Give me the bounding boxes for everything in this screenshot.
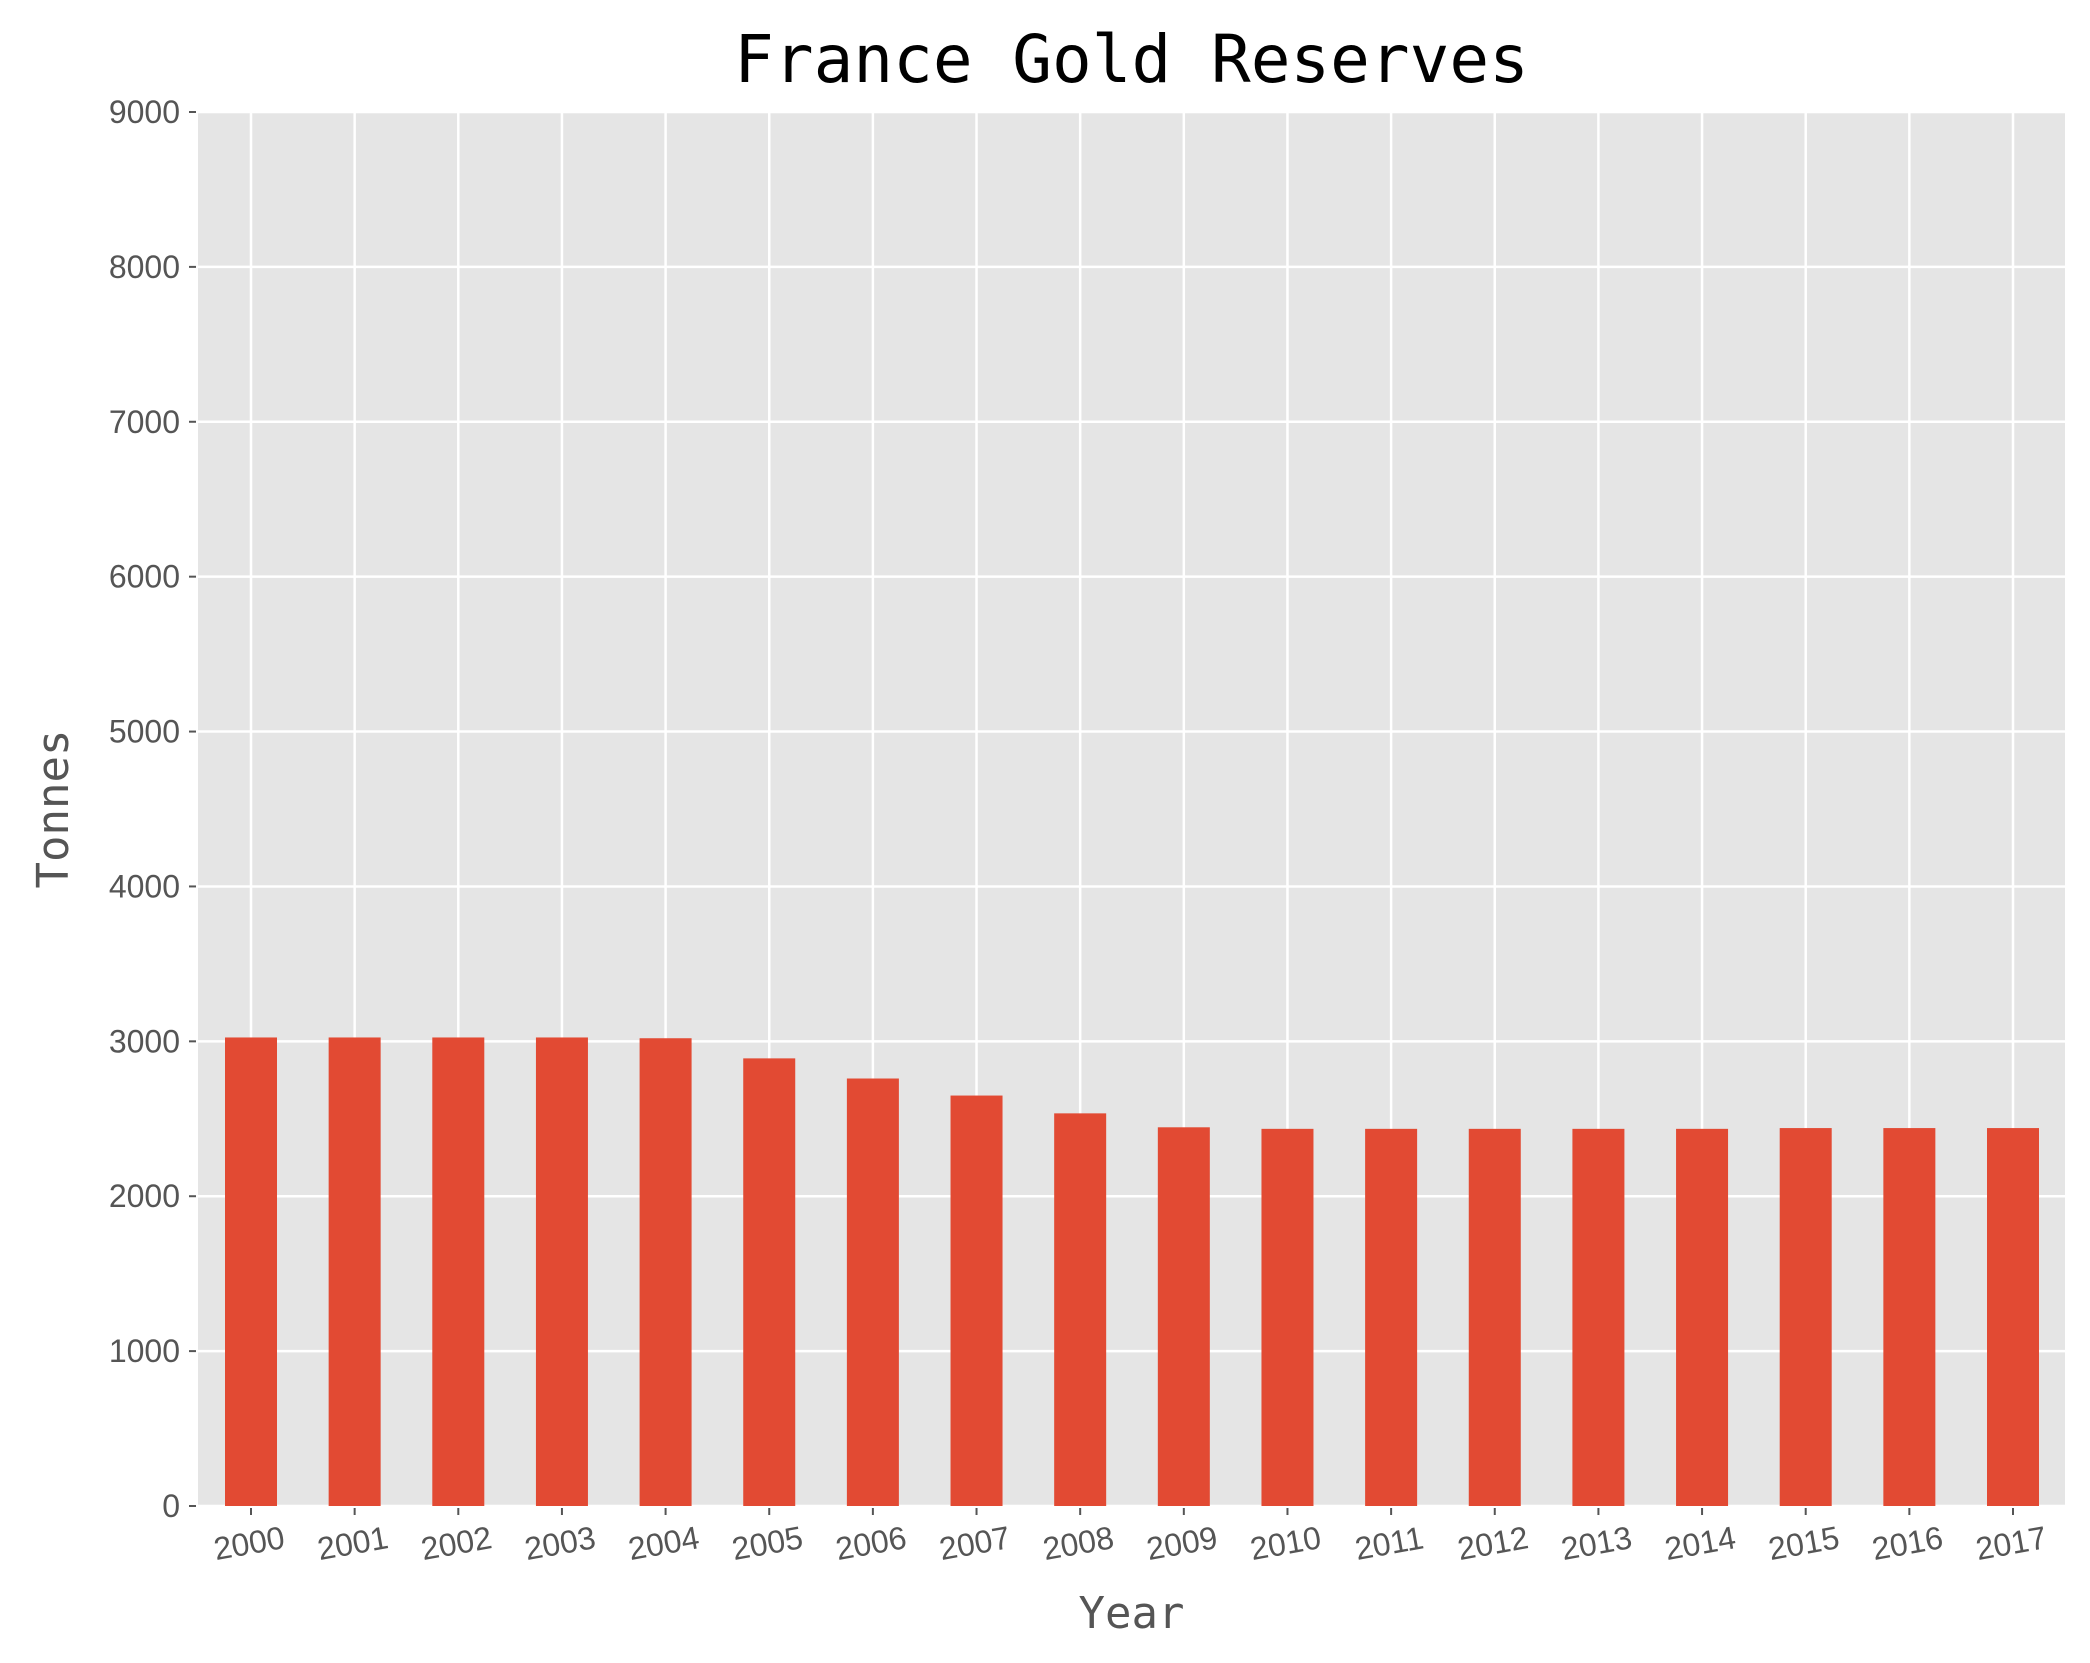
y-axis-label: Tonnes — [28, 730, 79, 889]
y-tick-label: 0 — [162, 1488, 180, 1524]
bar-2007 — [950, 1095, 1003, 1506]
x-tick-label: 2009 — [1144, 1519, 1220, 1567]
x-tick-label: 2010 — [1247, 1519, 1323, 1567]
bar-2005 — [743, 1058, 796, 1506]
bar-2010 — [1261, 1128, 1314, 1506]
y-tick-label: 2000 — [109, 1178, 180, 1214]
bar-2009 — [1157, 1127, 1210, 1506]
x-tick-label: 2011 — [1352, 1519, 1426, 1566]
bar-2006 — [846, 1078, 899, 1506]
x-tick-label: 2008 — [1040, 1519, 1116, 1567]
bar-2008 — [1054, 1113, 1107, 1506]
x-tick-label: 2007 — [936, 1519, 1012, 1567]
x-tick-label: 2016 — [1869, 1519, 1945, 1567]
x-tick-label: 2002 — [418, 1519, 494, 1567]
y-axis-ticks: 0 1000 2000 3000 4000 5000 6000 7000 8000 9000 — [109, 94, 196, 1524]
y-tick-label: 7000 — [109, 404, 180, 440]
bar-2011 — [1365, 1128, 1418, 1506]
x-axis-label: Year — [1079, 1588, 1185, 1639]
x-axis-ticks: 2000 2001 2002 2003 2004 2005 2006 2007 2008 2009… — [211, 1508, 2049, 1567]
bar-2012 — [1468, 1128, 1521, 1506]
bar-2004 — [639, 1038, 692, 1506]
bar-2000 — [225, 1037, 277, 1506]
y-tick-label: 9000 — [109, 94, 180, 130]
y-tick-label: 6000 — [109, 559, 180, 595]
bar-2014 — [1676, 1128, 1729, 1506]
bar-2015 — [1779, 1128, 1832, 1506]
bar-2017 — [1987, 1128, 2039, 1506]
bars — [225, 1037, 2039, 1506]
y-tick-label: 5000 — [109, 714, 180, 750]
y-tick-label: 8000 — [109, 249, 180, 285]
y-tick-label: 1000 — [109, 1333, 180, 1369]
chart-title: France Gold Reserves — [734, 21, 1529, 98]
x-tick-label: 2003 — [522, 1519, 598, 1567]
bar-2002 — [432, 1037, 485, 1506]
x-tick-label: 2004 — [625, 1519, 701, 1567]
x-tick-label: 2014 — [1662, 1519, 1738, 1567]
x-tick-label: 2000 — [211, 1519, 287, 1567]
bar-2003 — [535, 1037, 588, 1506]
x-tick-label: 2005 — [729, 1519, 805, 1567]
plot-area — [198, 112, 2065, 1506]
x-tick-label: 2013 — [1558, 1519, 1634, 1567]
x-tick-label: 2012 — [1455, 1519, 1531, 1567]
bar-2013 — [1572, 1128, 1625, 1506]
x-tick-label: 2001 — [315, 1519, 391, 1567]
y-tick-label: 4000 — [109, 868, 180, 904]
x-tick-label: 2006 — [833, 1519, 909, 1567]
x-tick-label: 2017 — [1973, 1519, 2049, 1567]
bar-2001 — [328, 1037, 381, 1506]
x-tick-label: 2015 — [1766, 1519, 1842, 1567]
bar-2016 — [1883, 1128, 1936, 1506]
y-tick-label: 3000 — [109, 1023, 180, 1059]
